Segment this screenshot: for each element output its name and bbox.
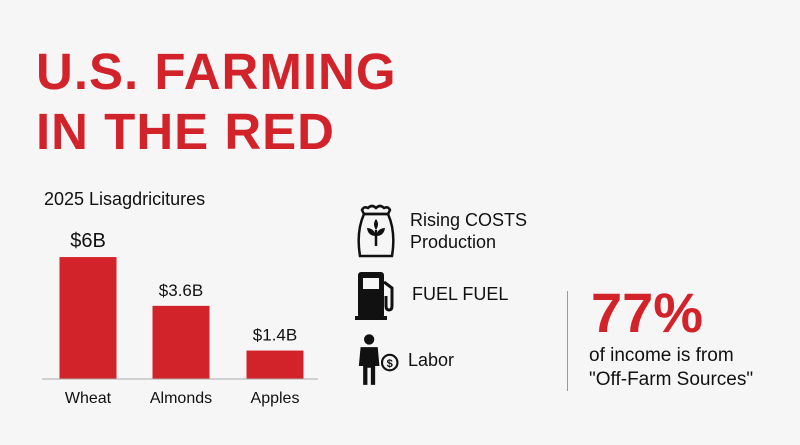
stat-description: of income is from "Off-Farm Sources" (589, 344, 753, 392)
stat-value: 77% (591, 281, 704, 344)
seed-bag-icon (352, 203, 400, 259)
cost-item-production: Rising COSTS Production (352, 203, 527, 259)
category-label-wheat: Wheat (65, 390, 112, 407)
bar-almonds (152, 305, 210, 379)
page-title: U.S. FARMING IN THE RED (36, 42, 397, 162)
category-label-apples: Apples (251, 390, 300, 407)
cost-item-fuel: FUEL FUEL (352, 266, 508, 322)
fuel-pump-icon (352, 266, 400, 322)
divider (567, 291, 568, 391)
stat-line-2: "Off-Farm Sources" (589, 369, 754, 390)
cost-fuel-label: FUEL FUEL (412, 284, 509, 304)
stat-line-1: of income is from (589, 345, 734, 366)
value-label-apples: $1.4B (253, 326, 297, 345)
title-line-1: U.S. FARMING (36, 43, 397, 100)
cost-production-line-2: Production (410, 232, 497, 252)
bar-wheat (59, 257, 117, 379)
value-label-wheat: $6B (70, 230, 106, 252)
category-label-almonds: Almonds (150, 390, 212, 407)
chart-subtitle: 2025 Lisagdricitures (44, 189, 206, 209)
cost-labor-label: Labor (408, 350, 455, 370)
cost-production-line-1: Rising COSTS (410, 210, 528, 230)
cost-item-labor: $ Labor (352, 332, 454, 388)
title-line-2: IN THE RED (36, 103, 336, 160)
value-label-almonds: $3.6B (159, 281, 203, 300)
svg-text:$: $ (387, 358, 394, 370)
worker-dollar-icon: $ (352, 332, 400, 388)
bar-apples (246, 350, 304, 379)
